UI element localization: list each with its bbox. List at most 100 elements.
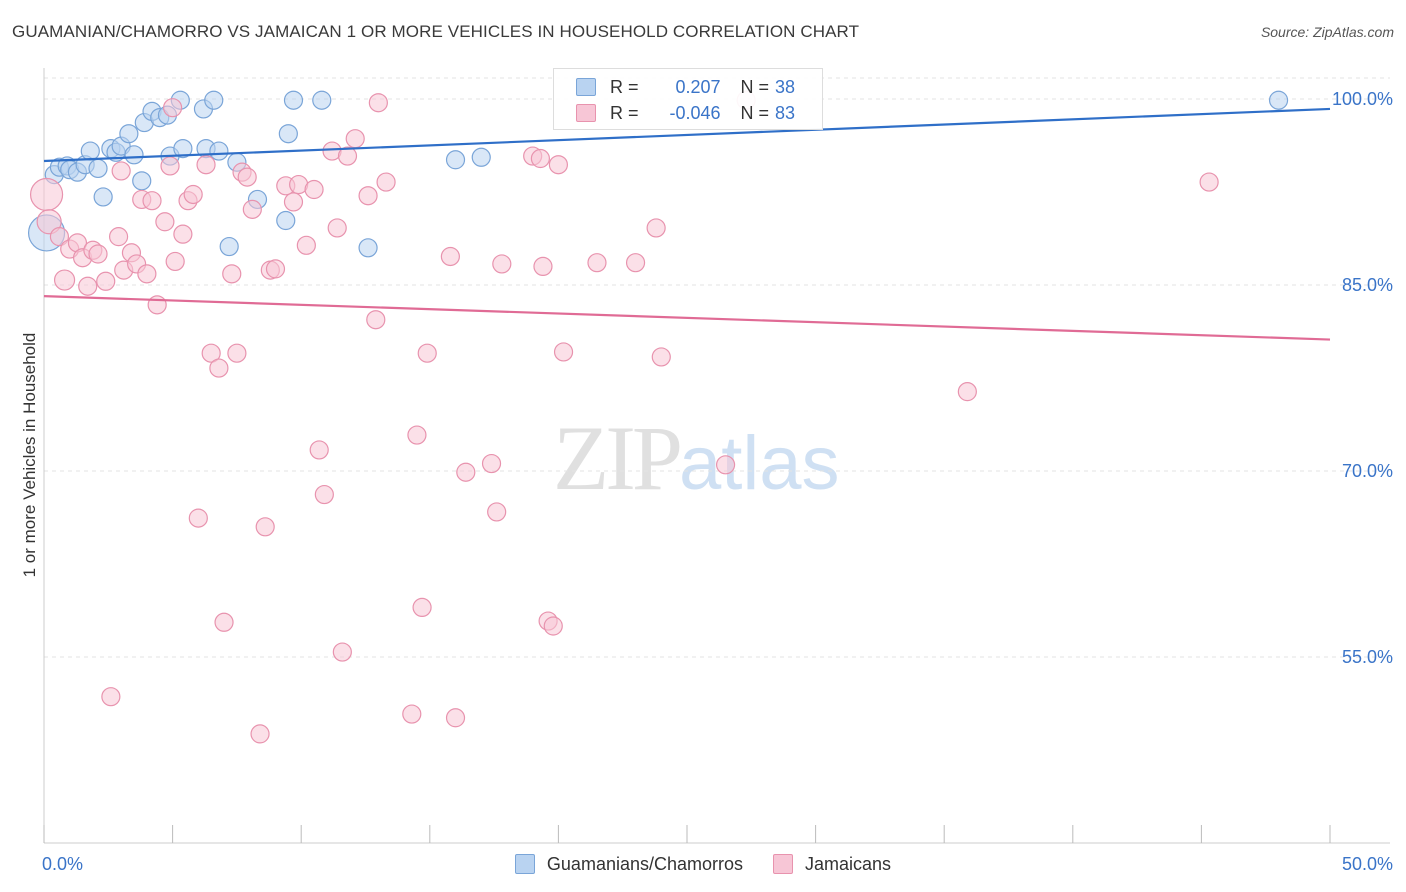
jamaican-point bbox=[283, 192, 304, 212]
guamanian-point bbox=[93, 187, 113, 207]
jamaican-point bbox=[345, 129, 365, 149]
jamaican-point bbox=[108, 227, 129, 247]
series-swatch-blue bbox=[514, 854, 535, 874]
jamaican-point bbox=[646, 218, 666, 238]
jamaican-point bbox=[1199, 172, 1219, 192]
jamaican-point bbox=[78, 276, 98, 296]
jamaican-point bbox=[417, 343, 437, 363]
y-axis-label: 1 or more Vehicles in Household bbox=[20, 332, 39, 578]
jamaican-point bbox=[327, 218, 347, 238]
guamanian-point bbox=[445, 150, 466, 170]
jamaican-point bbox=[309, 440, 329, 460]
chart-title: GUAMANIAN/CHAMORRO VS JAMAICAN 1 OR MORE… bbox=[12, 22, 860, 41]
jamaican-point bbox=[337, 146, 358, 166]
jamaican-point bbox=[201, 343, 221, 363]
jamaican-point bbox=[440, 246, 460, 267]
guamanian-point bbox=[283, 90, 304, 110]
jamaican-point bbox=[237, 167, 257, 187]
jamaican-point bbox=[160, 156, 180, 176]
jamaican-point bbox=[332, 642, 352, 662]
series-legend-label: Jamaicans bbox=[805, 853, 892, 874]
jamaican-point bbox=[173, 224, 193, 244]
jamaican-point bbox=[142, 191, 162, 211]
jamaican-trend-line bbox=[43, 295, 1331, 341]
guamanian-point bbox=[276, 210, 296, 231]
y-tick-label: 55.0% bbox=[1342, 647, 1393, 667]
jamaican-point bbox=[101, 687, 121, 707]
x-tick-label: 50.0% bbox=[1342, 854, 1393, 874]
guamanian-point bbox=[1268, 90, 1289, 110]
jamaican-point bbox=[214, 612, 234, 632]
guamanian-point bbox=[132, 171, 152, 191]
jamaican-point bbox=[553, 342, 574, 362]
guamanian-point bbox=[278, 124, 298, 144]
guamanian-point bbox=[88, 158, 108, 179]
jamaican-point bbox=[255, 517, 275, 537]
jamaican-point bbox=[183, 184, 203, 205]
jamaican-point bbox=[957, 382, 977, 402]
jamaican-point bbox=[358, 186, 378, 206]
jamaican-point bbox=[49, 227, 70, 247]
jamaican-point bbox=[533, 256, 553, 276]
legend-n-label: N = bbox=[740, 102, 770, 123]
jamaican-point bbox=[402, 704, 422, 724]
legend-n-label: N = bbox=[740, 76, 770, 97]
jamaican-point bbox=[53, 269, 76, 291]
jamaican-point bbox=[368, 93, 388, 113]
jamaican-point bbox=[165, 251, 185, 272]
jamaican-point bbox=[625, 253, 646, 273]
guamanian-point bbox=[173, 139, 193, 159]
jamaican-point bbox=[188, 508, 208, 528]
jamaican-point bbox=[96, 271, 116, 291]
jamaican-point bbox=[250, 724, 270, 744]
series-legend-jamaicans[interactable]: Jamaicans bbox=[773, 852, 891, 876]
legend-row-jamaicans: R = -0.046 N = 83 bbox=[576, 101, 795, 125]
jamaican-point bbox=[137, 264, 157, 284]
jamaican-point bbox=[36, 209, 62, 235]
legend-swatch-pink bbox=[576, 104, 596, 122]
legend-r-label: R = bbox=[610, 102, 639, 123]
legend-r-label: R = bbox=[610, 76, 639, 97]
jamaican-point bbox=[543, 616, 563, 636]
legend-row-guamanians: R = 0.207 N = 38 bbox=[576, 75, 795, 99]
jamaican-point bbox=[163, 98, 183, 118]
jamaican-point bbox=[227, 343, 247, 363]
guamanian-point bbox=[471, 147, 491, 167]
jamaican-point bbox=[456, 462, 476, 482]
jamaican-point bbox=[587, 253, 607, 273]
watermark: ZIPatlas bbox=[553, 405, 840, 511]
jamaican-point bbox=[155, 212, 175, 232]
jamaican-point bbox=[376, 172, 396, 192]
legend-n-value: 38 bbox=[775, 76, 796, 97]
series-pink bbox=[29, 90, 1219, 744]
guamanian-point bbox=[204, 90, 224, 110]
legend-swatch-blue bbox=[576, 78, 596, 96]
guamanian-point bbox=[80, 141, 100, 161]
y-tick-label: 70.0% bbox=[1342, 461, 1393, 481]
jamaican-point bbox=[111, 161, 131, 181]
guamanian-point bbox=[124, 145, 144, 165]
legend-r-value: 0.207 bbox=[675, 76, 721, 97]
legend-n-value: 83 bbox=[775, 102, 796, 123]
jamaican-point bbox=[407, 425, 427, 445]
jamaican-point bbox=[412, 597, 432, 618]
jamaican-point bbox=[265, 259, 286, 279]
jamaican-point bbox=[222, 264, 242, 284]
jamaican-point bbox=[314, 484, 334, 505]
jamaican-point bbox=[492, 254, 512, 274]
y-tick-label: 100.0% bbox=[1332, 89, 1393, 109]
jamaican-point bbox=[196, 155, 216, 175]
series-legend-guamanians[interactable]: Guamanians/Chamorros bbox=[514, 852, 744, 876]
y-tick-label: 85.0% bbox=[1342, 275, 1393, 295]
jamaican-point bbox=[530, 148, 550, 169]
jamaican-point bbox=[296, 235, 316, 255]
series-legend-label: Guamanians/Chamorros bbox=[546, 853, 744, 874]
jamaican-point bbox=[29, 177, 64, 212]
jamaican-point bbox=[715, 455, 736, 475]
jamaican-point bbox=[487, 502, 507, 522]
guamanian-point bbox=[219, 236, 239, 257]
legend-r-value: -0.046 bbox=[669, 102, 721, 123]
guamanian-trend-line bbox=[43, 107, 1331, 163]
guamanian-point bbox=[119, 124, 139, 144]
